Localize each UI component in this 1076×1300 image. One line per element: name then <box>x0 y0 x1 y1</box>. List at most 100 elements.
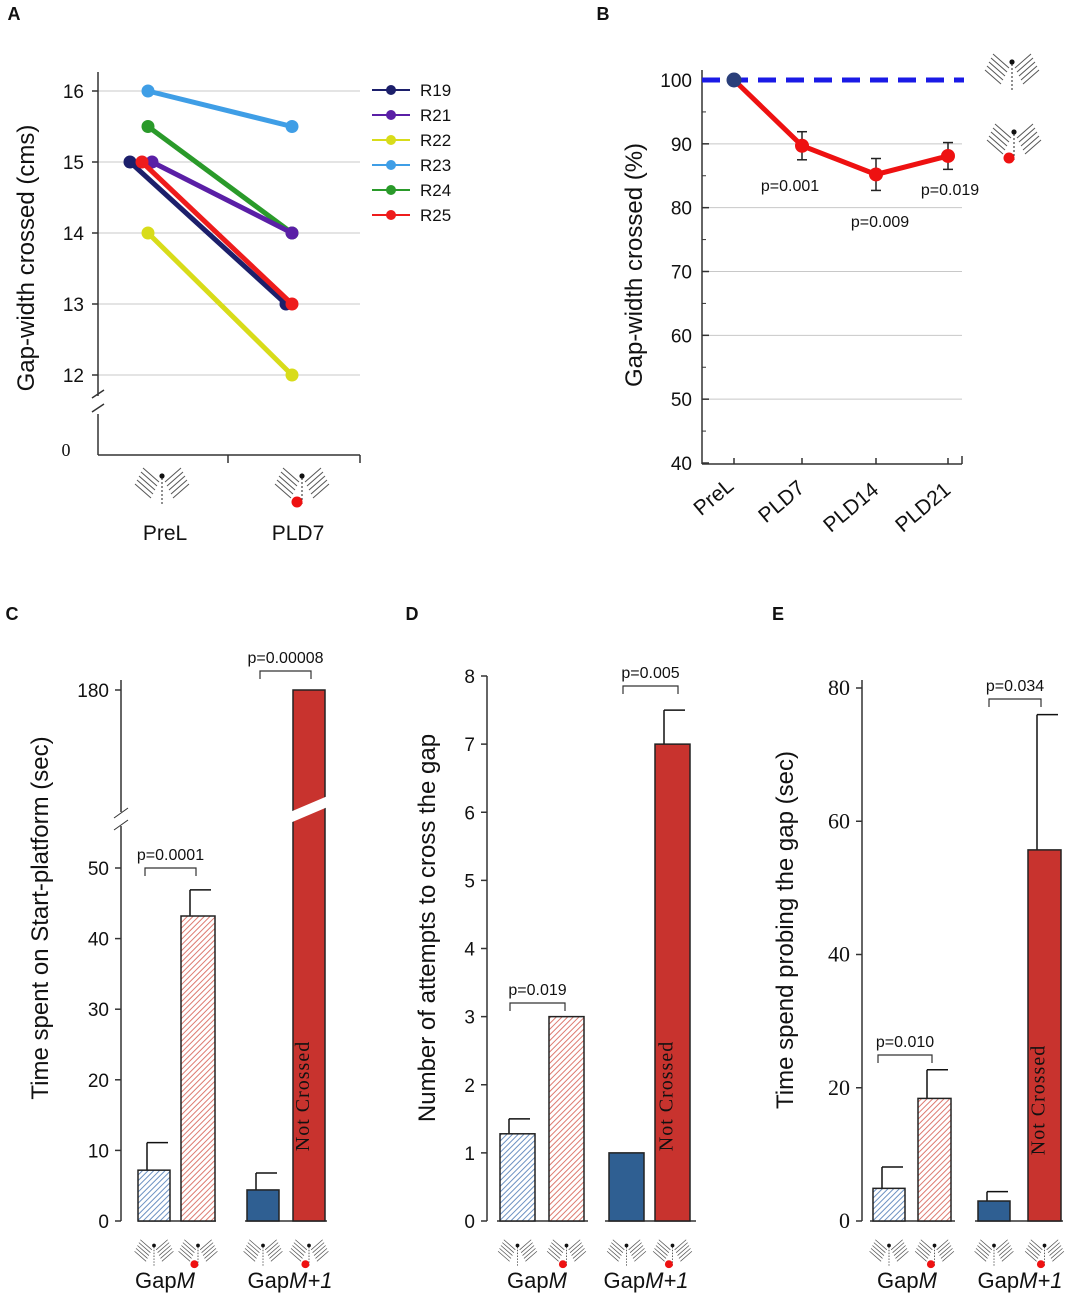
y-tick-label: 40 <box>671 454 692 475</box>
axis-break <box>113 807 129 819</box>
y-tick-label: 3 <box>464 1008 475 1029</box>
not-crossed-label: Not Crossed <box>292 1041 314 1151</box>
bar-gapmplus1-pld7 <box>654 743 691 1222</box>
series-line-lesion <box>732 78 949 178</box>
y-tick-label: 0 <box>62 440 71 460</box>
data-point <box>869 167 883 182</box>
legend-marker <box>386 160 396 170</box>
panel-letter-c: C <box>6 604 19 624</box>
axis-break <box>91 389 105 399</box>
bar-gapmplus1-pld7 <box>292 689 326 1222</box>
y-tick-label: 0 <box>839 1208 850 1233</box>
x-tick-label: PLD7 <box>272 522 325 545</box>
y-tick-label: 12 <box>63 366 84 387</box>
p-value-annotation: p=0.019 <box>921 182 979 199</box>
panel-letter-d: D <box>406 604 419 624</box>
p-value-label: p=0.010 <box>876 1034 934 1051</box>
p-value-annotation: p=0.009 <box>851 214 909 231</box>
x-tick-label: PLD14 <box>819 478 883 537</box>
data-point <box>141 120 155 133</box>
bar-gapm-prel <box>137 1169 171 1222</box>
y-tick-label: 8 <box>464 667 475 688</box>
significance-bracket <box>259 670 312 679</box>
gap-platform-lesion-icon <box>652 1239 693 1269</box>
bar-gapm-pld7 <box>548 1015 585 1222</box>
y-tick-label: 90 <box>671 135 692 156</box>
bar-gapmplus1-pld7 <box>1027 849 1062 1222</box>
y-tick-label: 1 <box>464 1144 475 1165</box>
data-point <box>795 138 809 153</box>
y-tick-label: 180 <box>77 681 109 702</box>
y-tick-label: 4 <box>464 940 475 961</box>
legend-label: R21 <box>420 106 451 125</box>
group-label-gapmplus1: GapM+1 <box>603 1268 688 1293</box>
significance-bracket <box>622 685 679 694</box>
x-tick-label: PreL <box>689 474 738 520</box>
not-crossed-label: Not Crossed <box>656 1041 678 1151</box>
data-point <box>135 155 149 169</box>
y-axis-label: Time spent on Start-platform (sec) <box>27 736 54 1099</box>
gap-platform-icon <box>974 1239 1014 1267</box>
gap-platform-icon <box>869 1239 909 1267</box>
gap-platform-icon <box>134 467 190 505</box>
bar-gapmplus1-prel <box>977 1200 1011 1222</box>
bar-break-stripe <box>290 795 330 823</box>
bar-gapm-prel <box>499 1133 536 1222</box>
legend-marker <box>386 85 396 95</box>
panel-letter-a: A <box>8 4 21 24</box>
p-value-annotation: p=0.001 <box>761 178 819 195</box>
gap-platform-lesion-icon <box>546 1239 587 1269</box>
x-tick-label: PLD7 <box>754 476 809 527</box>
series-line-r22 <box>146 231 294 377</box>
y-tick-label: 70 <box>671 263 692 284</box>
y-axis-label: Gap-width crossed (cms) <box>13 125 40 392</box>
legend-marker <box>386 110 396 120</box>
significance-bracket <box>144 867 197 876</box>
y-tick-label: 80 <box>828 675 850 700</box>
series-line-r23 <box>147 88 293 129</box>
y-tick-label: 20 <box>88 1071 109 1092</box>
group-label-gapm: GapM <box>507 1268 568 1293</box>
panel-letter-b: B <box>597 4 610 24</box>
y-tick-label: 80 <box>671 199 692 220</box>
data-point <box>285 120 299 133</box>
not-crossed-label: Not Crossed <box>1028 1045 1050 1155</box>
series-line-r21 <box>150 159 294 236</box>
legend-marker <box>386 185 396 195</box>
bar-gapmplus1-prel <box>608 1152 645 1222</box>
p-value-label: p=0.034 <box>986 678 1044 695</box>
series-line-r24 <box>146 124 294 236</box>
data-point <box>123 155 137 169</box>
legend-label: R25 <box>420 206 451 225</box>
data-point <box>141 84 155 98</box>
axis-break <box>113 819 129 831</box>
y-tick-label: 16 <box>63 82 84 103</box>
gap-platform-lesion-icon <box>986 123 1042 164</box>
y-tick-label: 2 <box>464 1076 475 1097</box>
p-value-label: p=0.0001 <box>137 847 204 864</box>
significance-bracket <box>509 1002 566 1011</box>
data-point <box>285 297 299 311</box>
data-point <box>141 226 155 240</box>
y-tick-label: 40 <box>828 942 850 967</box>
significance-bracket <box>877 1054 933 1063</box>
y-tick-label: 14 <box>63 224 85 245</box>
gap-platform-lesion-icon <box>1024 1239 1065 1269</box>
p-value-label: p=0.005 <box>621 665 679 682</box>
panel-letter-e: E <box>772 604 784 624</box>
significance-bracket <box>988 698 1042 707</box>
y-tick-label: 6 <box>464 803 475 824</box>
series-line-r19 <box>128 160 288 306</box>
p-value-label: p=0.019 <box>508 982 566 999</box>
group-label-gapmplus1: GapM+1 <box>977 1268 1062 1293</box>
legend-marker <box>386 210 396 220</box>
y-tick-label: 50 <box>671 390 692 411</box>
y-tick-label: 0 <box>98 1212 109 1233</box>
legend-marker <box>386 135 396 145</box>
group-label-gapm: GapM <box>135 1268 196 1293</box>
axis-break <box>91 403 105 413</box>
bar-gapm-pld7 <box>917 1097 952 1222</box>
bar-gapm-prel <box>872 1187 906 1222</box>
p-value-label: p=0.00008 <box>247 650 323 667</box>
